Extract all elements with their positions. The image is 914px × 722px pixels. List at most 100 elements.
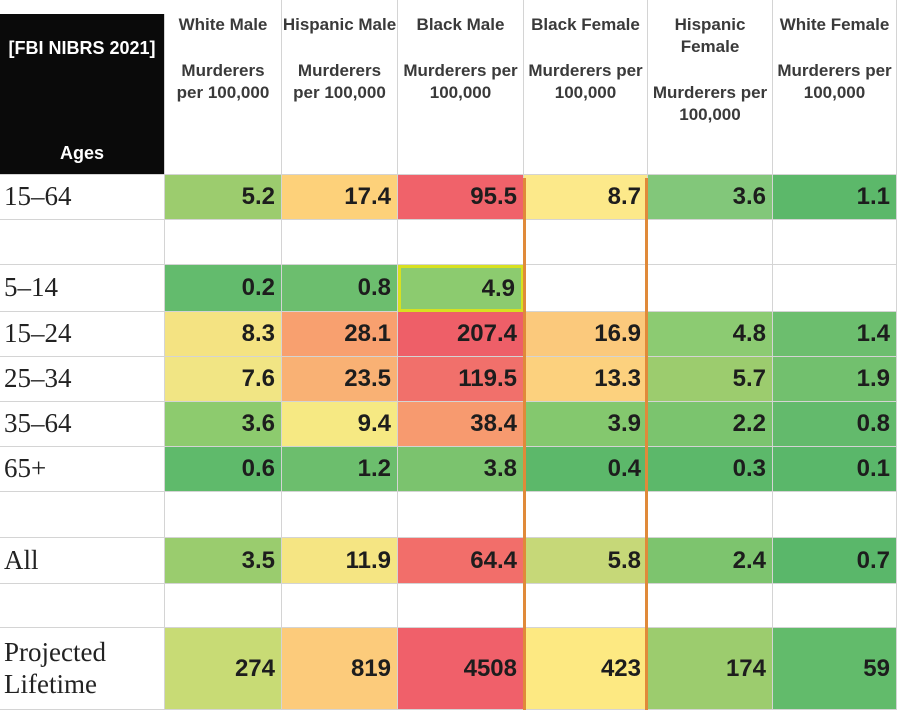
row-label: 65+ [0, 447, 165, 492]
value-cell: 64.4 [398, 538, 524, 584]
column-group: Hispanic Female [674, 15, 746, 57]
corner-label: Ages [59, 143, 104, 164]
column-header: White Male Murderers per 100,000 [165, 0, 282, 175]
empty-cell [773, 584, 897, 628]
value-cell: 0.3 [648, 447, 773, 492]
empty-cell [524, 584, 648, 628]
column-header: Hispanic Male Murderers per 100,000 [282, 0, 398, 175]
column-group: White Male [178, 15, 268, 34]
value-cell: 3.5 [165, 538, 282, 584]
value-cell: 3.6 [648, 175, 773, 220]
empty-cell [773, 220, 897, 265]
value-cell: 0.6 [165, 447, 282, 492]
value-cell: 7.6 [165, 357, 282, 402]
column-unit: Murderers per 100,000 [528, 61, 643, 103]
value-cell: 0.1 [773, 447, 897, 492]
empty-cell [0, 492, 165, 538]
highlight-border [523, 178, 526, 710]
value-cell: 174 [648, 628, 773, 710]
empty-cell [165, 220, 282, 265]
row-label: 15–24 [0, 312, 165, 357]
value-cell: 0.8 [282, 265, 398, 312]
empty-cell [0, 584, 165, 628]
row-label: Projected Lifetime [0, 628, 165, 710]
value-cell: 819 [282, 628, 398, 710]
value-cell: 5.2 [165, 175, 282, 220]
empty-cell [0, 220, 165, 265]
column-unit: Murderers per 100,000 [293, 61, 386, 103]
empty-cell [282, 492, 398, 538]
column-group: White Female [779, 15, 890, 34]
empty-cell [648, 584, 773, 628]
value-cell: 0.7 [773, 538, 897, 584]
value-cell: 23.5 [282, 357, 398, 402]
column-unit: Murderers per 100,000 [403, 61, 518, 103]
value-cell: 8.3 [165, 312, 282, 357]
column-group: Hispanic Male [282, 15, 397, 34]
value-cell: 16.9 [524, 312, 648, 357]
value-cell: 8.7 [524, 175, 648, 220]
corner-header: [FBI NIBRS 2021] Ages [0, 14, 165, 175]
column-group: Black Female [531, 15, 640, 34]
value-cell: 59 [773, 628, 897, 710]
value-cell: 0.8 [773, 402, 897, 447]
value-cell: 0.4 [524, 447, 648, 492]
column-header: Black Female Murderers per 100,000 [524, 0, 648, 175]
value-cell: 119.5 [398, 357, 524, 402]
empty-cell [648, 492, 773, 538]
empty-cell [524, 220, 648, 265]
empty-cell [524, 492, 648, 538]
value-cell: 4.8 [648, 312, 773, 357]
empty-cell [398, 584, 524, 628]
empty-cell [282, 584, 398, 628]
empty-cell [773, 492, 897, 538]
row-label: 5–14 [0, 265, 165, 312]
value-cell: 11.9 [282, 538, 398, 584]
highlight-border [645, 178, 648, 710]
value-cell: 423 [524, 628, 648, 710]
value-cell: 38.4 [398, 402, 524, 447]
value-cell: 5.7 [648, 357, 773, 402]
column-header: White Female Murderers per 100,000 [773, 0, 897, 175]
column-unit: Murderers per 100,000 [652, 83, 768, 125]
row-label: All [0, 538, 165, 584]
empty-cell [773, 265, 897, 312]
value-cell: 0.2 [165, 265, 282, 312]
value-cell: 1.2 [282, 447, 398, 492]
empty-cell [282, 220, 398, 265]
value-cell: 13.3 [524, 357, 648, 402]
value-cell: 17.4 [282, 175, 398, 220]
corner-title: [FBI NIBRS 2021] [8, 38, 156, 58]
empty-cell [165, 492, 282, 538]
column-group: Black Male [416, 15, 505, 34]
empty-cell [398, 492, 524, 538]
column-unit: Murderers per 100,000 [777, 61, 892, 103]
column-header: Hispanic Female Murderers per 100,000 [648, 0, 773, 175]
row-label: 15–64 [0, 175, 165, 220]
value-cell: 4.9 [398, 265, 524, 312]
column-header: Black Male Murderers per 100,000 [398, 0, 524, 175]
value-cell: 28.1 [282, 312, 398, 357]
row-label: 25–34 [0, 357, 165, 402]
column-unit: Murderers per 100,000 [176, 61, 270, 103]
value-cell: 1.9 [773, 357, 897, 402]
value-cell: 3.9 [524, 402, 648, 447]
value-cell: 207.4 [398, 312, 524, 357]
value-cell: 1.1 [773, 175, 897, 220]
empty-cell [398, 220, 524, 265]
empty-cell [165, 584, 282, 628]
value-cell: 2.4 [648, 538, 773, 584]
value-cell: 4508 [398, 628, 524, 710]
value-cell: 3.8 [398, 447, 524, 492]
value-cell: 9.4 [282, 402, 398, 447]
empty-cell [648, 265, 773, 312]
value-cell: 274 [165, 628, 282, 710]
empty-cell [524, 265, 648, 312]
value-cell: 2.2 [648, 402, 773, 447]
value-cell: 1.4 [773, 312, 897, 357]
row-label: 35–64 [0, 402, 165, 447]
value-cell: 95.5 [398, 175, 524, 220]
value-cell: 3.6 [165, 402, 282, 447]
empty-cell [648, 220, 773, 265]
